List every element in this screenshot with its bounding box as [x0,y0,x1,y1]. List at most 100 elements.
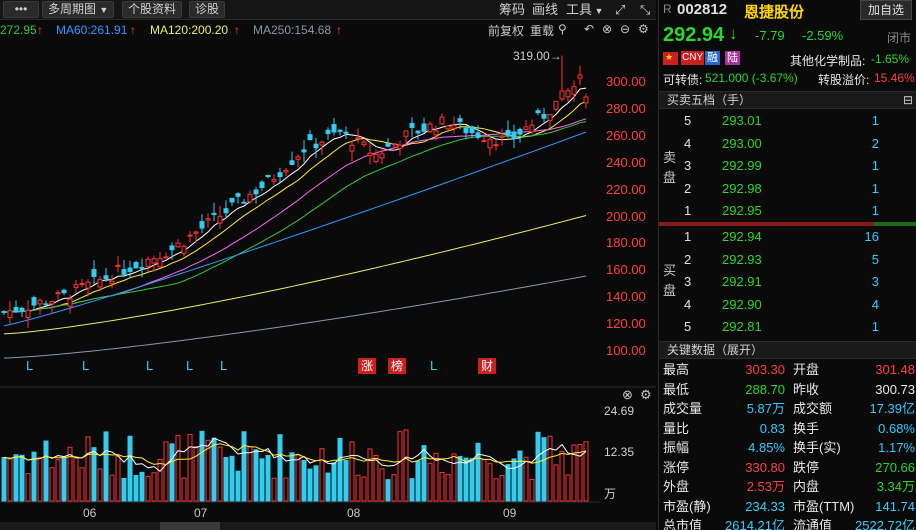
candle-body[interactable] [181,245,187,254]
volume-bar[interactable] [463,457,469,502]
tag-finance[interactable]: 财 [478,358,497,374]
volume-bar[interactable] [157,458,163,502]
tab-active[interactable] [160,522,220,530]
volume-bar[interactable] [565,474,571,502]
volume-bar[interactable] [559,450,565,502]
candle-body[interactable] [439,116,445,125]
volume-bar[interactable] [1,456,7,502]
tools-button[interactable]: 工具 ▼ [566,2,603,19]
candle-body[interactable] [535,110,541,114]
candle-body[interactable] [571,86,577,95]
candle-body[interactable] [325,129,331,135]
candle-body[interactable] [103,275,109,280]
minus-icon[interactable]: ⊟ [902,93,913,107]
volume-bar[interactable] [385,479,391,502]
volume-bar[interactable] [235,470,241,502]
menu-button[interactable]: ••• [3,1,39,18]
volume-bar[interactable] [265,454,271,502]
volume-bar[interactable] [361,476,367,502]
candle-body[interactable] [505,129,511,136]
candle-body[interactable] [277,172,283,178]
candle-body[interactable] [409,122,415,128]
candle-body[interactable] [151,258,157,264]
sell-row[interactable]: 2 292.98 1 [679,178,915,201]
close-icon[interactable]: ⊗ [622,387,633,402]
candle-body[interactable] [313,143,319,149]
volume-bar[interactable] [433,452,439,502]
volume-bar[interactable] [289,452,295,502]
candle-body[interactable] [421,123,427,132]
volume-bar[interactable] [541,437,547,502]
volume-bar[interactable] [139,471,145,502]
candle-body[interactable] [217,215,223,224]
candle-body[interactable] [199,221,205,229]
candle-body[interactable] [337,129,343,132]
candle-body[interactable] [43,303,49,306]
sector-label[interactable]: 其他化学制品: [790,54,866,68]
candle-body[interactable] [253,189,259,195]
volume-bar[interactable] [229,455,235,502]
candle-body[interactable] [205,218,211,221]
volume-bar[interactable] [187,433,193,502]
volume-bar[interactable] [133,475,139,502]
diagnose-button[interactable]: 诊股 [189,1,226,18]
volume-bar[interactable] [295,454,301,502]
volume-bar[interactable] [529,478,535,502]
candle-body[interactable] [163,256,169,259]
candle-body[interactable] [343,131,349,134]
volume-bar[interactable] [247,446,253,502]
volume-bar[interactable] [481,459,487,502]
candle-body[interactable] [127,267,133,272]
volume-bar[interactable] [397,431,403,502]
candle-body[interactable] [97,278,103,288]
volume-bar[interactable] [55,459,61,502]
volume-bar[interactable] [145,475,151,502]
volume-bar[interactable] [91,447,97,502]
key-data-header[interactable]: 关键数据（展开） [659,341,916,359]
candle-body[interactable] [481,140,487,143]
volume-bar[interactable] [97,468,103,502]
candle-body[interactable] [271,179,277,182]
chips-button[interactable]: 筹码 [499,2,526,17]
volume-bar[interactable] [373,455,379,502]
volume-bar[interactable] [547,435,553,502]
candle-body[interactable] [493,144,499,147]
candle-body[interactable] [373,153,379,163]
candle-body[interactable] [391,143,397,146]
candle-body[interactable] [397,144,403,149]
volume-bar[interactable] [469,458,475,502]
candle-body[interactable] [559,90,565,100]
candle-body[interactable] [457,118,463,122]
volume-bar[interactable] [313,465,319,502]
volume-bar[interactable] [85,436,91,502]
sell-row[interactable]: 4 293.00 2 [679,133,915,156]
volume-bar[interactable] [103,431,109,502]
collapse-icon[interactable]: ⤡ [640,2,651,17]
candle-body[interactable] [433,130,439,136]
candle-body[interactable] [121,269,127,275]
buy-row[interactable]: 5 292.81 1 [679,316,915,339]
candle-body[interactable] [229,197,235,203]
volume-bar[interactable] [511,458,517,502]
candle-body[interactable] [445,125,451,130]
candle-body[interactable] [133,262,139,269]
volume-bar[interactable] [211,437,217,502]
candle-body[interactable] [283,169,289,173]
candle-body[interactable] [31,297,37,306]
volume-bar[interactable] [31,451,37,502]
volume-bar[interactable] [331,462,337,502]
candle-body[interactable] [175,242,181,248]
buy-row[interactable]: 4 292.90 4 [679,294,915,317]
candle-body[interactable] [349,144,355,152]
remove-icon[interactable]: ⊖ [620,22,631,36]
tag-limit-up[interactable]: 涨 [358,358,377,374]
volume-bar[interactable] [379,468,385,502]
candle-body[interactable] [511,131,517,140]
candle-body[interactable] [517,128,523,135]
tag-ranking[interactable]: 榜 [388,358,407,374]
candle-body[interactable] [241,201,247,204]
restore-button[interactable]: 前复权 [488,24,525,38]
volume-bar[interactable] [49,467,55,502]
volume-bar[interactable] [355,474,361,502]
candle-body[interactable] [295,156,301,160]
